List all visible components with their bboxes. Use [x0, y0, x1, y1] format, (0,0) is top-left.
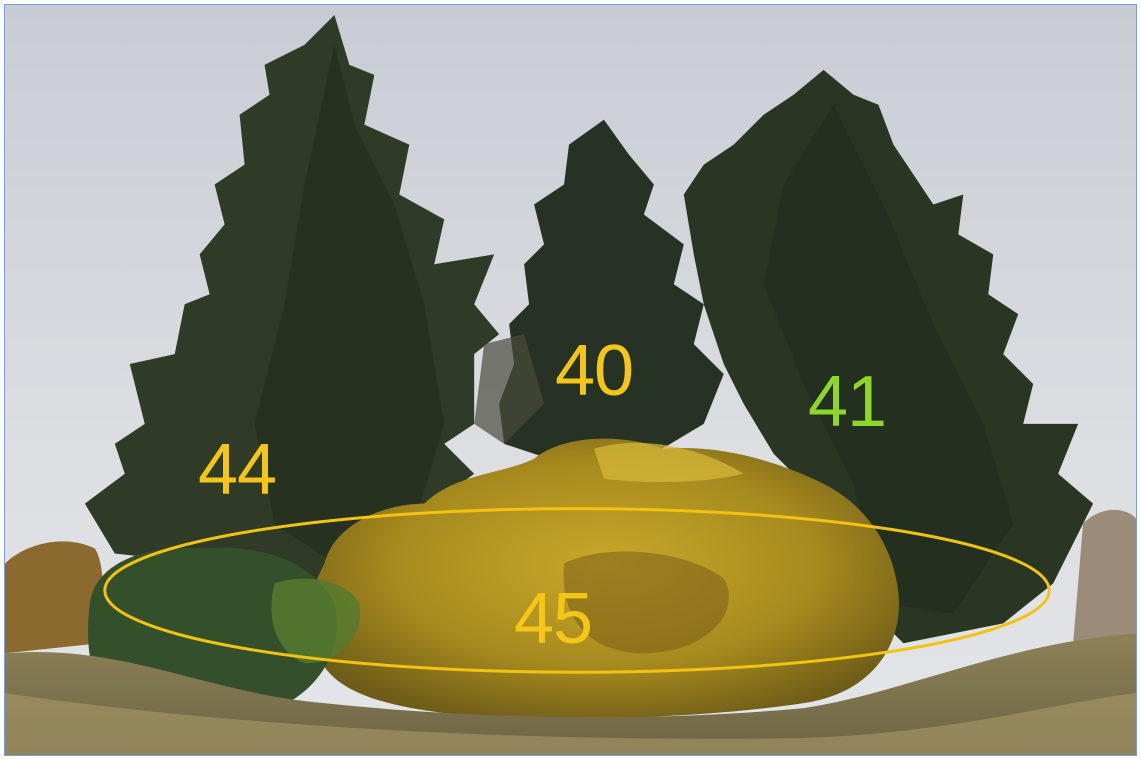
- tree-44-shade: [254, 44, 445, 564]
- shrub-45-highlight: [593, 442, 744, 483]
- label-tree-44: 44: [198, 430, 277, 510]
- label-shrub-45: 45: [514, 579, 593, 659]
- photo-scene: [5, 5, 1136, 755]
- tree-41-shade: [763, 104, 1014, 614]
- shrub-45-dark-patch: [563, 551, 729, 654]
- photo-frame: 40 41 44 45: [4, 4, 1137, 756]
- meadow-light: [5, 693, 1136, 755]
- label-tree-41: 41: [808, 362, 887, 442]
- tree-40-bare-branches: [474, 334, 545, 444]
- annotation-ellipse: [103, 507, 1051, 674]
- distant-tree-right: [1073, 509, 1136, 644]
- tree-40: [499, 119, 724, 464]
- label-tree-40: 40: [555, 331, 634, 411]
- green-shrub-mid: [271, 578, 361, 664]
- distant-tree-left: [5, 541, 104, 654]
